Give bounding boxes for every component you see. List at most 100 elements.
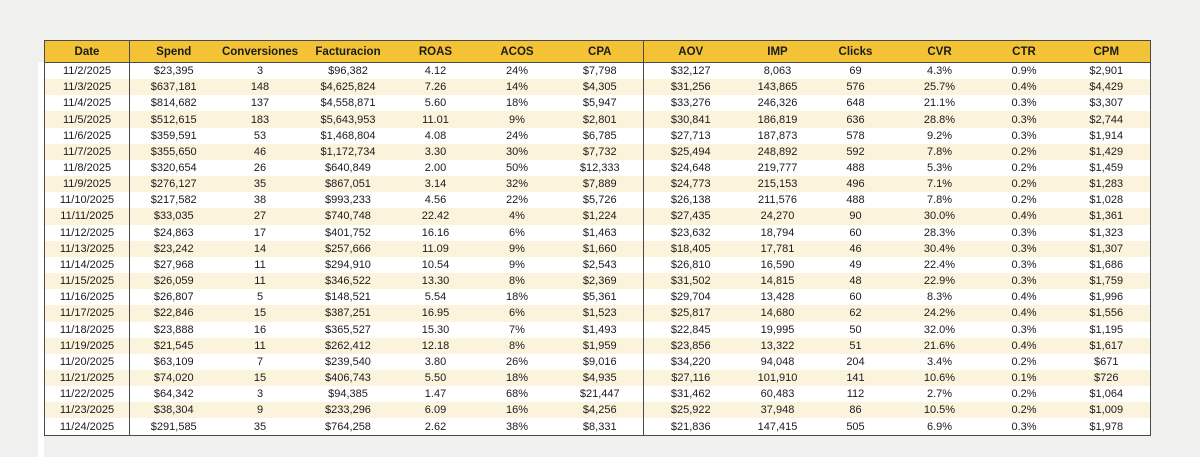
cell-ctr[interactable]: 0.3% [1011,129,1037,142]
cell-acos[interactable]: 26% [505,355,529,368]
cell-aov[interactable]: $31,256 [670,81,711,94]
cell-clicks[interactable]: 48 [849,275,862,288]
cell-spend[interactable]: $38,304 [153,404,194,417]
cell-date[interactable]: 11/8/2025 [44,159,130,177]
cell-cpm[interactable]: $2,901 [1089,65,1124,78]
cell-spend[interactable]: $814,682 [150,97,197,110]
cell-ctr[interactable]: 0.2% [1011,355,1037,368]
cell-spend[interactable]: $23,242 [153,242,194,255]
cell-facturacion[interactable]: $764,258 [325,420,371,433]
cell-acos[interactable]: 24% [505,129,529,142]
cell-ctr[interactable]: 0.9% [1011,65,1037,78]
cell-cpa[interactable]: $2,543 [556,256,644,274]
cell-acos[interactable]: 8% [509,275,525,288]
cell-clicks[interactable]: 496 [846,178,865,191]
cell-acos[interactable]: 9% [509,113,525,126]
cell-date[interactable]: 11/15/2025 [44,273,130,290]
cell-aov[interactable]: $18,405 [670,242,711,255]
cell-aov[interactable]: $25,817 [670,307,711,320]
cell-clicks[interactable]: 69 [849,65,862,78]
cell-acos[interactable]: 9% [509,242,525,255]
cell-roas[interactable]: 15.30 [421,323,450,336]
cell-conversiones[interactable]: 38 [253,194,267,207]
cell-aov[interactable]: $31,462 [670,388,711,401]
cell-cpm[interactable]: $2,744 [1089,113,1124,126]
cell-cpa[interactable]: $4,305 [556,79,644,96]
cell-spend[interactable]: $27,968 [153,258,194,271]
column-header-ctr[interactable]: CTR [985,40,1063,63]
column-header-cpm[interactable]: CPM [1062,40,1151,63]
cell-facturacion[interactable]: $148,521 [325,291,371,304]
cell-cpa[interactable]: $7,889 [556,176,644,193]
cell-date[interactable]: 11/2/2025 [44,62,130,80]
cell-acos[interactable]: 22% [505,194,529,207]
cell-cpa[interactable]: $1,660 [556,240,644,257]
cell-imp[interactable]: 24,270 [760,210,795,223]
cell-imp[interactable]: 101,910 [757,372,798,385]
cell-spend[interactable]: $64,342 [153,388,194,401]
cell-imp[interactable]: 13,322 [760,339,795,352]
cell-ctr[interactable]: 0.3% [1011,420,1037,433]
cell-roas[interactable]: 2.62 [424,420,447,433]
cell-conversiones[interactable]: 5 [256,291,264,304]
cell-date[interactable]: 11/17/2025 [44,305,130,322]
column-header-cpa[interactable]: CPA [556,40,644,63]
column-header-clicks[interactable]: Clicks [817,40,894,63]
cell-spend[interactable]: $637,181 [150,81,197,94]
cell-imp[interactable]: 14,815 [760,275,795,288]
cell-roas[interactable]: 7.26 [424,81,447,94]
cell-date[interactable]: 11/4/2025 [44,95,130,112]
cell-conversiones[interactable]: 27 [253,210,267,223]
cell-date[interactable]: 11/11/2025 [44,208,130,225]
column-header-roas[interactable]: ROAS [393,40,478,63]
column-header-aov[interactable]: AOV [643,40,738,63]
cell-cpm[interactable]: $1,323 [1089,226,1124,239]
cell-conversiones[interactable]: 3 [256,65,264,78]
cell-spend[interactable]: $74,020 [153,372,194,385]
cell-date[interactable]: 11/13/2025 [44,240,130,257]
cell-imp[interactable]: 215,153 [757,178,798,191]
cell-imp[interactable]: 8,063 [763,65,792,78]
cell-roas[interactable]: 5.60 [424,97,447,110]
cell-ctr[interactable]: 0.4% [1011,291,1037,304]
cell-ctr[interactable]: 0.2% [1011,162,1037,175]
cell-spend[interactable]: $26,807 [153,291,194,304]
cell-aov[interactable]: $27,713 [670,129,711,142]
cell-cpa[interactable]: $5,947 [556,95,644,112]
cell-date[interactable]: 11/5/2025 [44,111,130,128]
cell-ctr[interactable]: 0.3% [1011,97,1037,110]
cell-ctr[interactable]: 0.4% [1011,210,1037,223]
cell-cvr[interactable]: 4.3% [926,65,953,78]
cell-cpm[interactable]: $1,978 [1089,420,1124,433]
cell-conversiones[interactable]: 183 [250,113,270,126]
cell-cvr[interactable]: 2.7% [926,388,953,401]
cell-acos[interactable]: 24% [505,65,529,78]
cell-imp[interactable]: 187,873 [757,129,798,142]
cell-cvr[interactable]: 10.5% [923,404,956,417]
cell-ctr[interactable]: 0.2% [1011,178,1037,191]
cell-conversiones[interactable]: 15 [253,307,267,320]
cell-conversiones[interactable]: 14 [253,242,267,255]
cell-cpa[interactable]: $12,333 [556,159,644,177]
cell-ctr[interactable]: 0.3% [1011,242,1037,255]
cell-cpm[interactable]: $1,617 [1089,339,1124,352]
cell-cvr[interactable]: 32.0% [923,323,956,336]
cell-spend[interactable]: $512,615 [150,113,197,126]
cell-spend[interactable]: $33,035 [153,210,194,223]
cell-cpm[interactable]: $1,429 [1089,145,1124,158]
cell-aov[interactable]: $27,435 [670,210,711,223]
cell-facturacion[interactable]: $294,910 [325,258,371,271]
cell-conversiones[interactable]: 148 [250,81,270,94]
cell-cpm[interactable]: $1,307 [1089,242,1124,255]
cell-date[interactable]: 11/24/2025 [44,418,130,436]
cell-ctr[interactable]: 0.1% [1011,372,1037,385]
cell-aov[interactable]: $31,502 [670,275,711,288]
cell-aov[interactable]: $30,841 [670,113,711,126]
cell-cpa[interactable]: $7,732 [556,143,644,160]
column-header-spend[interactable]: Spend [129,40,218,63]
cell-cpm[interactable]: $1,686 [1089,258,1124,271]
cell-cpa[interactable]: $1,224 [556,208,644,225]
cell-acos[interactable]: 50% [505,162,529,175]
cell-cpm[interactable]: $671 [1094,355,1119,368]
cell-cpm[interactable]: $726 [1094,372,1119,385]
